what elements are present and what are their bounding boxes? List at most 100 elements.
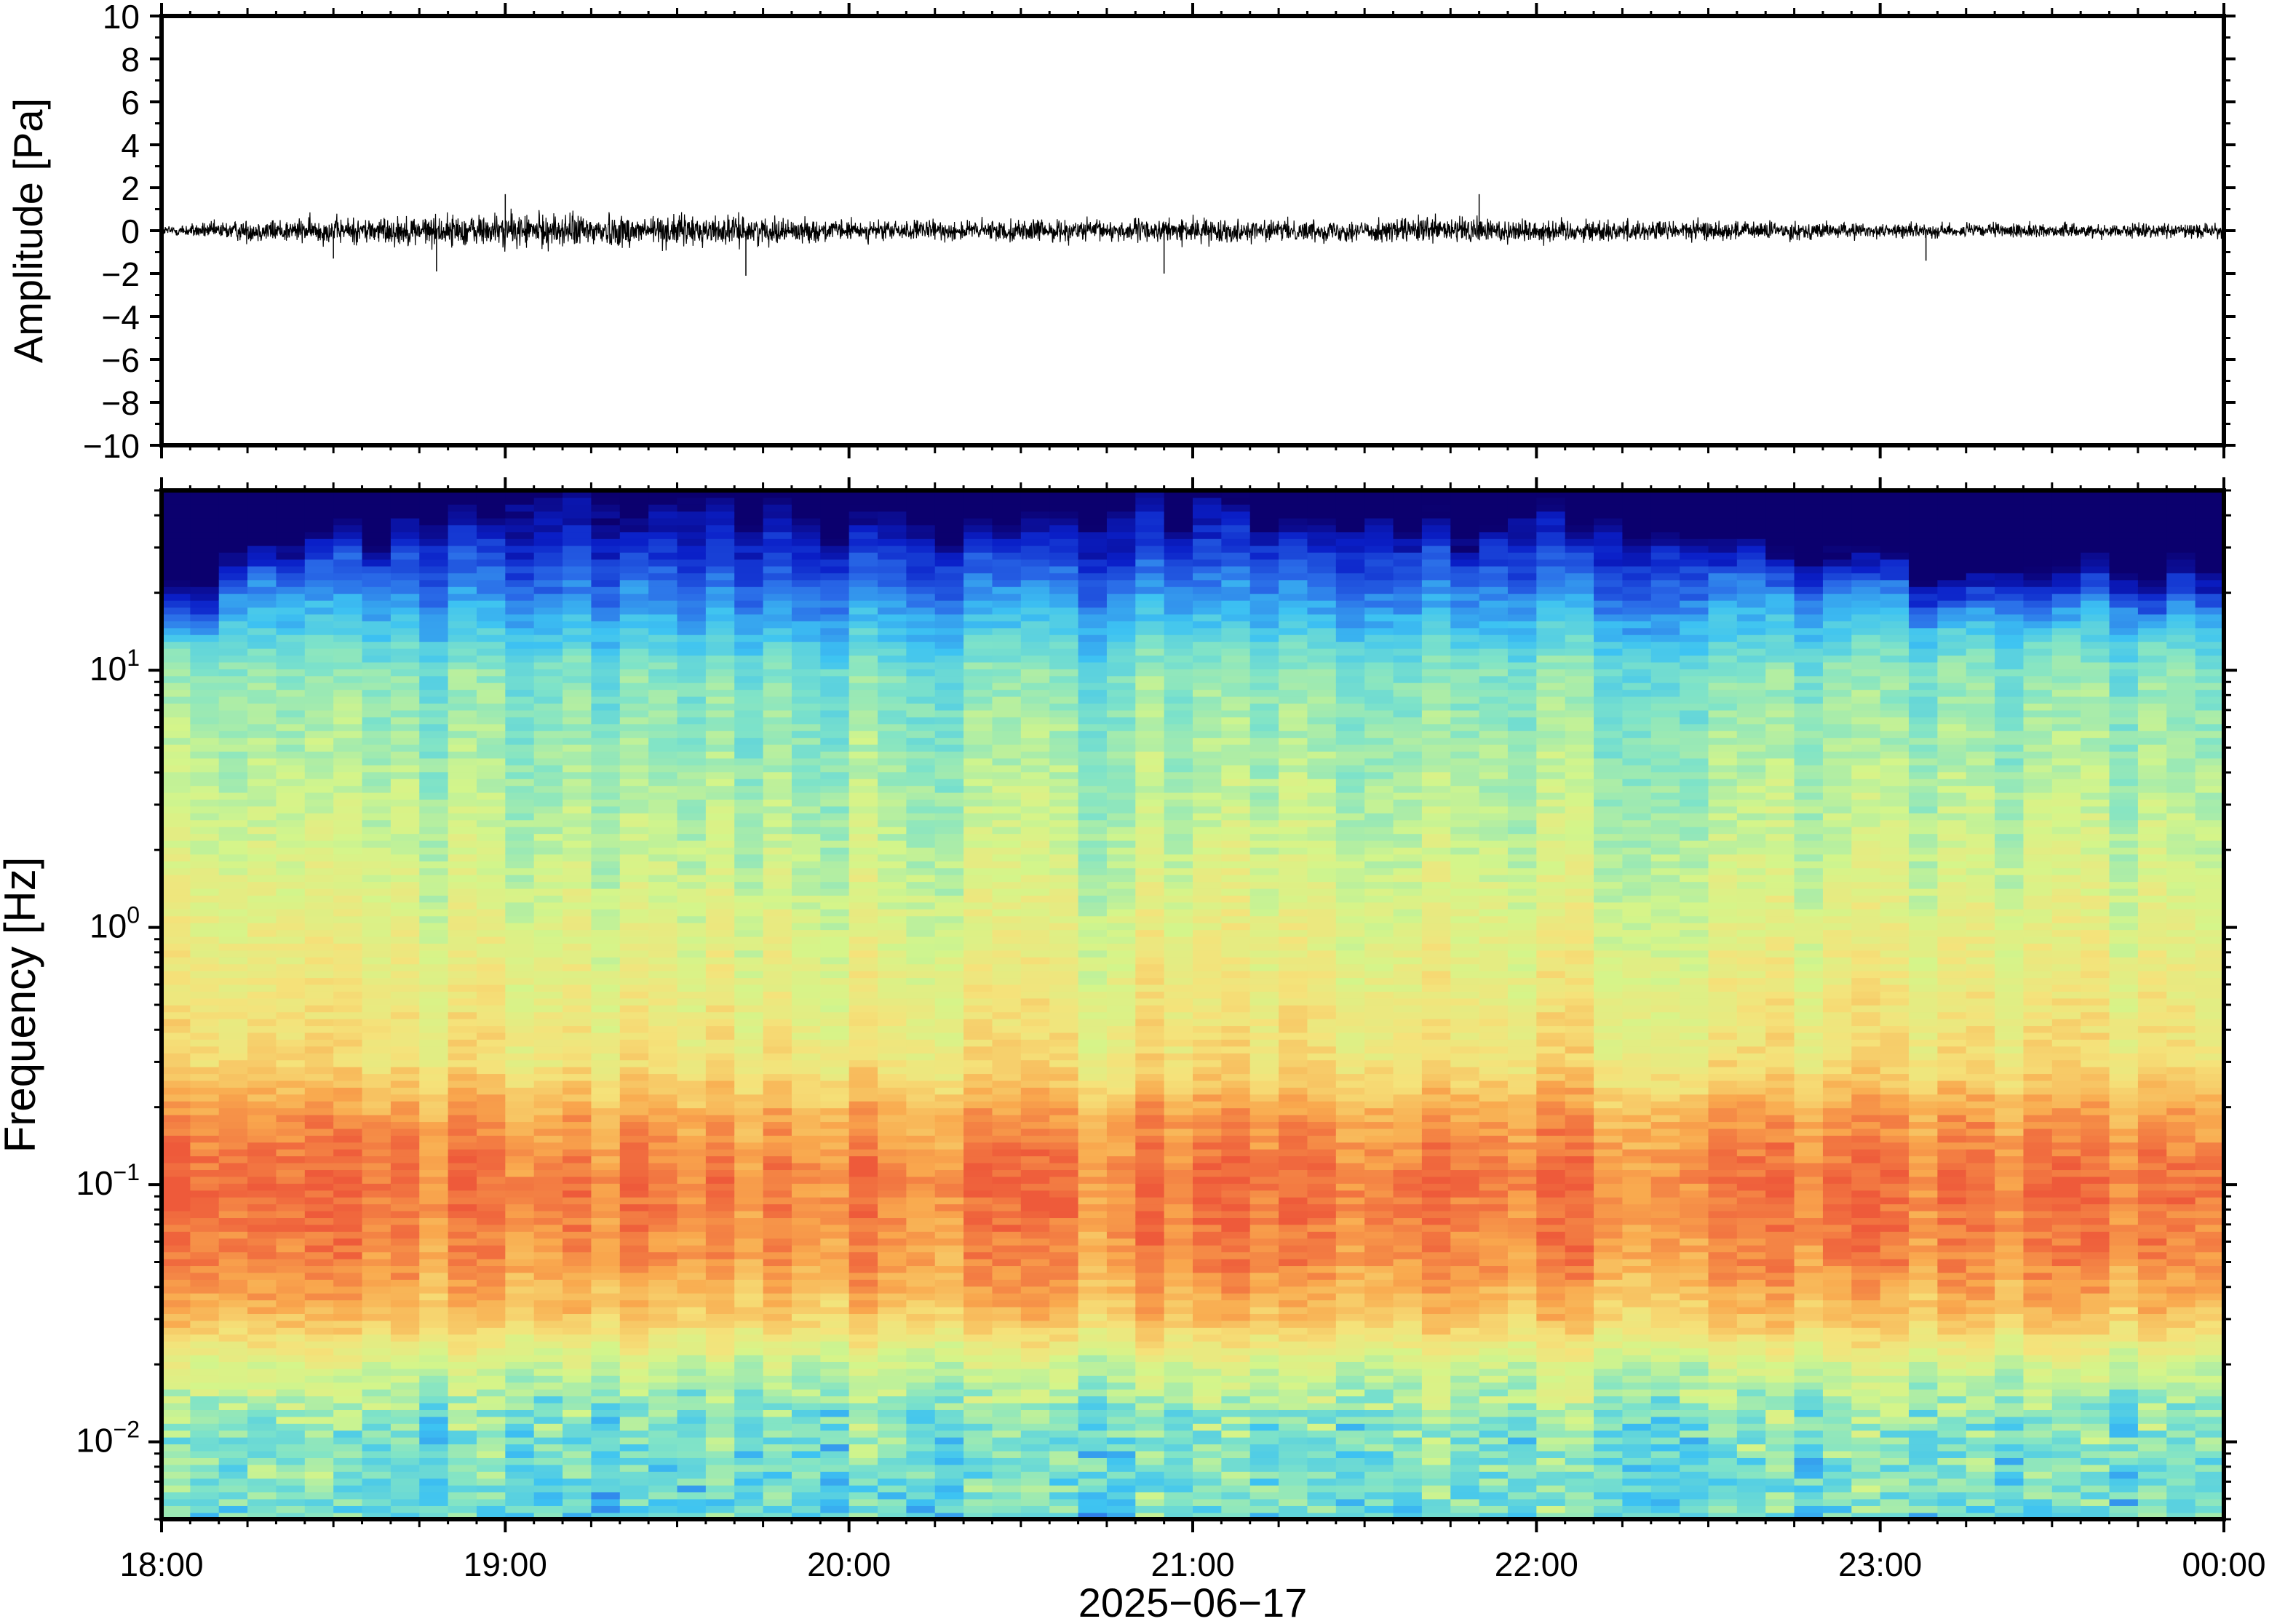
spectrogram-cell: [992, 1368, 1022, 1376]
spectrogram-cell: [533, 1210, 563, 1219]
spectrogram-cell: [734, 723, 764, 731]
spectrogram-cell: [247, 1210, 277, 1219]
spectrogram-cell: [963, 778, 993, 787]
spectrogram-cell: [505, 1416, 535, 1424]
spectrogram-cell: [218, 497, 248, 505]
spectrogram-cell: [563, 861, 592, 869]
spectrogram-cell: [1020, 833, 1050, 841]
spectrogram-cell: [419, 545, 449, 553]
spectrogram-cell: [992, 1142, 1022, 1150]
spectrogram-cell: [333, 1512, 363, 1519]
spectrogram-cell: [247, 813, 277, 821]
spectrogram-cell: [419, 1210, 449, 1219]
spectrogram-cell: [820, 1196, 850, 1205]
spectrogram-cell: [705, 1011, 736, 1019]
spectrogram-cell: [734, 675, 764, 683]
spectrogram-cell: [190, 1107, 220, 1115]
spectrogram-cell: [276, 1018, 306, 1027]
spectrogram-cell: [390, 1059, 421, 1067]
spectrogram-cell: [705, 1478, 736, 1486]
spectrogram-cell: [763, 1148, 792, 1157]
spectrogram-cell: [476, 1080, 506, 1088]
spectrogram-cell: [734, 1094, 764, 1102]
spectrogram-cell: [820, 655, 850, 663]
spectrogram-cell: [878, 1430, 907, 1438]
spectrogram-cell: [304, 1265, 334, 1273]
spectrogram-cell: [849, 853, 878, 861]
spectrogram-cell: [619, 751, 649, 759]
spectrogram-cell: [505, 1032, 535, 1040]
spectrogram-cell: [763, 1183, 792, 1191]
spectrogram-cell: [362, 1032, 392, 1040]
spectrogram-cell: [390, 1100, 421, 1109]
spectrogram-cell: [533, 579, 563, 587]
spectrogram-cell: [563, 525, 592, 533]
spectrogram-cell: [162, 675, 191, 683]
spectrogram-cell: [648, 929, 678, 937]
spectrogram-cell: [476, 1087, 506, 1095]
spectrogram-cell: [992, 1025, 1022, 1033]
spectrogram-cell: [218, 1320, 248, 1328]
spectrogram-cell: [791, 963, 822, 971]
spectrogram-cell: [362, 1066, 392, 1075]
spectrogram-cell: [304, 1505, 334, 1513]
spectrogram-cell: [849, 792, 878, 800]
spectrogram-cell: [1049, 881, 1079, 889]
spectrogram-cell: [476, 1484, 506, 1493]
spectrogram-cell: [362, 634, 392, 642]
spectrogram-cell: [362, 1128, 392, 1136]
spectrogram-cell: [705, 1272, 736, 1280]
spectrogram-cell: [963, 984, 993, 992]
spectrogram-cell: [419, 1224, 449, 1232]
spectrogram-cell: [533, 895, 563, 903]
spectrogram-cell: [934, 1265, 964, 1273]
spectrogram-cell: [419, 1361, 449, 1369]
spectrogram-cell: [878, 1409, 907, 1417]
spectrogram-cell: [934, 1396, 964, 1404]
spectrogram-cell: [419, 1032, 449, 1040]
spectrogram-cell: [419, 895, 449, 903]
spectrogram-cell: [448, 1011, 477, 1019]
spectrogram-cell: [820, 1251, 850, 1259]
spectrogram-cell: [906, 717, 936, 725]
spectrogram-cell: [162, 717, 191, 725]
spectrogram-cell: [563, 1423, 592, 1431]
spectrogram-cell: [677, 1484, 707, 1493]
spectrogram-cell: [304, 1334, 334, 1342]
spectrogram-cell: [934, 1176, 964, 1184]
spectrogram-cell: [619, 1450, 649, 1458]
spectrogram-cell: [906, 1244, 936, 1253]
spectrogram-cell: [476, 1052, 506, 1061]
spectrogram-cell: [1020, 1059, 1050, 1067]
spectrogram-cell: [677, 1450, 707, 1458]
spectrogram-cell: [906, 1313, 936, 1321]
spectrogram-cell: [619, 1368, 649, 1376]
spectrogram-cell: [648, 1464, 678, 1472]
spectrogram-cell: [276, 915, 306, 923]
spectrogram-cell: [276, 648, 306, 656]
spectrogram-cell: [190, 936, 220, 944]
spectrogram-cell: [533, 998, 563, 1006]
spectrogram-cell: [563, 1320, 592, 1328]
spectrogram-cell: [878, 1478, 907, 1486]
spectrogram-cell: [362, 593, 392, 601]
spectrogram-cell: [878, 1382, 907, 1390]
spectrogram-cell: [533, 833, 563, 841]
spectrogram-cell: [878, 853, 907, 861]
spectrogram-cell: [705, 648, 736, 656]
spectrogram-cell: [247, 1340, 277, 1349]
spectrogram-cell: [934, 634, 964, 642]
spectrogram-cell: [533, 1368, 563, 1376]
spectrogram-cell: [648, 1512, 678, 1519]
spectrogram-cell: [992, 1265, 1022, 1273]
spectrogram-cell: [878, 1244, 907, 1253]
spectrogram-cell: [1049, 1382, 1079, 1390]
spectrogram-cell: [247, 1135, 277, 1143]
spectrogram-cell: [820, 833, 850, 841]
spectrogram-cell: [533, 621, 563, 629]
spectrogram-cell: [563, 881, 592, 889]
spectrogram-cell: [734, 1142, 764, 1150]
spectrogram-cell: [1020, 1196, 1050, 1205]
spectrogram-cell: [849, 1196, 878, 1205]
spectrogram-cell: [734, 909, 764, 917]
